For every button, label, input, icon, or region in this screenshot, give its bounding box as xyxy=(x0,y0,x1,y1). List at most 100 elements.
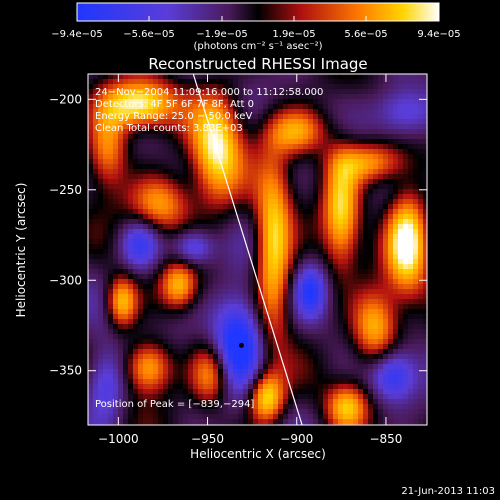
heatmap-cell xyxy=(408,209,414,215)
heatmap-cell xyxy=(288,414,294,420)
heatmap-cell xyxy=(148,344,154,350)
heatmap-cell xyxy=(118,289,124,295)
heatmap-cell xyxy=(273,244,279,250)
heatmap-cell xyxy=(258,199,264,205)
heatmap-cell xyxy=(113,129,119,135)
heatmap-cell xyxy=(158,169,164,175)
heatmap-cell xyxy=(133,339,139,345)
heatmap-cell xyxy=(183,389,189,395)
heatmap-cell xyxy=(148,379,154,385)
heatmap-cell xyxy=(343,159,349,165)
heatmap-cell xyxy=(373,314,379,320)
heatmap-cell xyxy=(263,149,269,155)
heatmap-cell xyxy=(218,374,224,380)
heatmap-cell xyxy=(413,274,419,280)
heatmap-cell xyxy=(333,269,339,275)
heatmap-cell xyxy=(248,214,254,220)
heatmap-cell xyxy=(368,229,374,235)
heatmap-cell xyxy=(373,119,379,125)
heatmap-cell xyxy=(153,169,159,175)
heatmap-cell xyxy=(253,269,259,275)
heatmap-cell xyxy=(383,414,389,420)
heatmap-cell xyxy=(253,324,259,330)
heatmap-cell xyxy=(313,159,319,165)
heatmap-cell xyxy=(323,149,329,155)
heatmap-cell xyxy=(363,79,369,85)
heatmap-cell xyxy=(338,159,344,165)
heatmap-cell xyxy=(418,389,424,395)
heatmap-cell xyxy=(328,254,334,260)
heatmap-cell xyxy=(258,304,264,310)
heatmap-cell xyxy=(263,129,269,135)
heatmap-cell xyxy=(163,239,169,245)
heatmap-cell xyxy=(413,79,419,85)
heatmap-cell xyxy=(138,194,144,200)
heatmap-cell xyxy=(393,124,399,130)
heatmap-cell xyxy=(388,74,394,80)
heatmap-cell xyxy=(168,204,174,210)
heatmap-cell xyxy=(248,264,254,270)
heatmap-cell xyxy=(238,274,244,280)
heatmap-cell xyxy=(388,199,394,205)
heatmap-cell xyxy=(408,349,414,355)
heatmap-cell xyxy=(218,199,224,205)
heatmap-cell xyxy=(103,209,109,215)
heatmap-cell xyxy=(418,309,424,315)
heatmap-cell xyxy=(298,349,304,355)
heatmap-cell xyxy=(278,164,284,170)
heatmap-cell xyxy=(188,374,194,380)
heatmap-cell xyxy=(203,109,209,115)
heatmap-cell xyxy=(213,104,219,110)
heatmap-cell xyxy=(378,294,384,300)
heatmap-cell xyxy=(348,414,354,420)
heatmap-cell xyxy=(128,319,134,325)
heatmap-cell xyxy=(168,139,174,145)
heatmap-cell xyxy=(203,329,209,335)
heatmap-cell xyxy=(213,264,219,270)
heatmap-cell xyxy=(368,304,374,310)
heatmap-cell xyxy=(238,179,244,185)
heatmap-cell xyxy=(188,154,194,160)
heatmap-cell xyxy=(293,339,299,345)
heatmap-cell xyxy=(333,409,339,415)
heatmap-cell xyxy=(358,284,364,290)
heatmap-cell xyxy=(93,244,99,250)
heatmap-cell xyxy=(178,269,184,275)
heatmap-cell xyxy=(263,264,269,270)
heatmap-cell xyxy=(358,159,364,165)
heatmap-cell xyxy=(163,364,169,370)
heatmap-cell xyxy=(258,234,264,240)
heatmap-cell xyxy=(133,259,139,265)
heatmap-cell xyxy=(293,239,299,245)
heatmap-cell xyxy=(183,269,189,275)
heatmap-cell xyxy=(273,294,279,300)
heatmap-cell xyxy=(118,329,124,335)
heatmap-cell xyxy=(218,234,224,240)
heatmap-cell xyxy=(403,324,409,330)
heatmap-cell xyxy=(168,224,174,230)
heatmap-cell xyxy=(373,259,379,265)
heatmap-cell xyxy=(128,139,134,145)
heatmap-cell xyxy=(418,124,424,130)
heatmap-cell xyxy=(383,104,389,110)
heatmap-cell xyxy=(183,94,189,100)
heatmap-cell xyxy=(268,209,274,215)
heatmap-cell xyxy=(163,234,169,240)
heatmap-cell xyxy=(173,174,179,180)
heatmap-cell xyxy=(373,219,379,225)
heatmap-cell xyxy=(233,184,239,190)
heatmap-cell xyxy=(373,174,379,180)
heatmap-cell xyxy=(368,159,374,165)
heatmap-cell xyxy=(303,339,309,345)
heatmap-cell xyxy=(268,414,274,420)
heatmap-cell xyxy=(93,209,99,215)
heatmap-cell xyxy=(278,359,284,365)
heatmap-cell xyxy=(358,94,364,100)
heatmap-cell xyxy=(178,234,184,240)
heatmap-cell xyxy=(128,419,134,425)
heatmap-cell xyxy=(383,274,389,280)
heatmap-cell xyxy=(128,109,134,115)
heatmap-cell xyxy=(348,224,354,230)
heatmap-cell xyxy=(188,299,194,305)
heatmap-cell xyxy=(373,169,379,175)
